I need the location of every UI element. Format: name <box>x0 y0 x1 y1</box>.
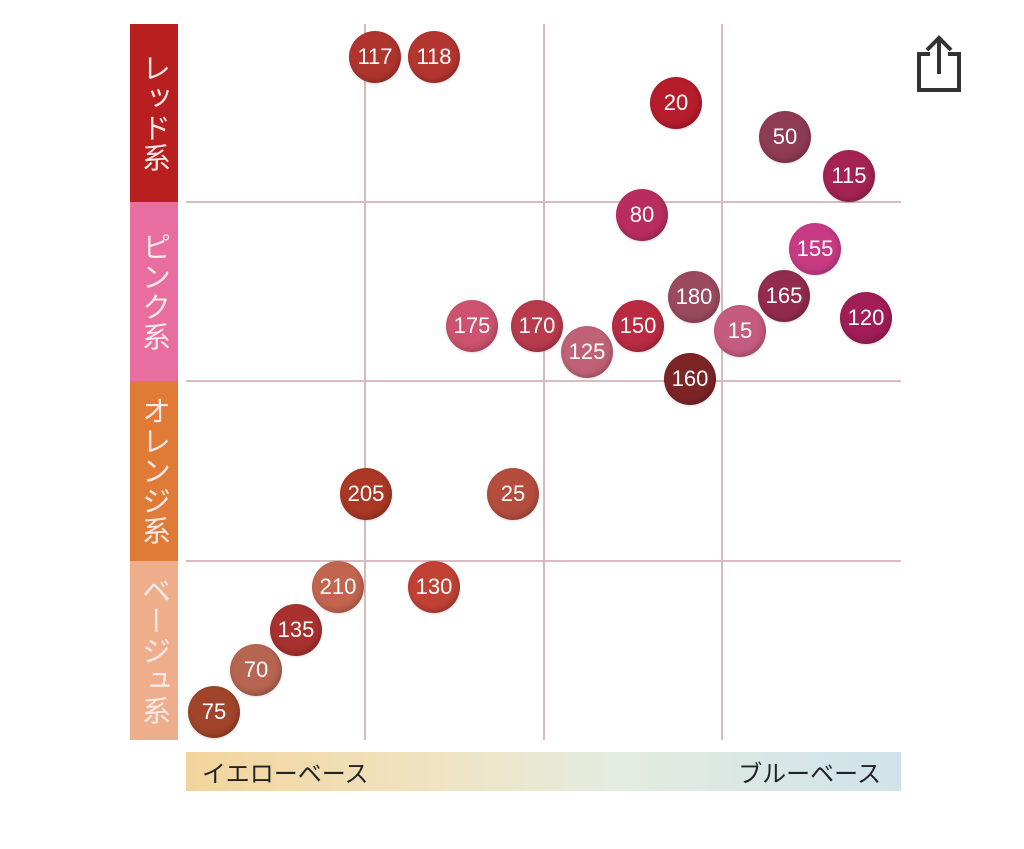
shade-point: 120 <box>840 292 892 344</box>
shade-point: 75 <box>188 686 240 738</box>
shade-point: 170 <box>511 300 563 352</box>
shade-point: 160 <box>664 353 716 405</box>
shade-point: 155 <box>789 223 841 275</box>
shade-point: 70 <box>230 644 282 696</box>
shade-point: 125 <box>561 326 613 378</box>
category-band-label: オレンジ系 <box>137 396 172 546</box>
category-band-label: ベージュ系 <box>137 575 172 726</box>
shade-point: 130 <box>408 561 460 613</box>
shade-point: 118 <box>408 31 460 83</box>
grid-line-vertical <box>543 24 545 740</box>
shade-point: 180 <box>668 271 720 323</box>
category-band-label: レッド系 <box>137 53 172 173</box>
shade-point: 135 <box>270 604 322 656</box>
category-band-label: ピンク系 <box>137 231 172 352</box>
shade-point: 175 <box>446 300 498 352</box>
grid-line-vertical <box>721 24 723 740</box>
category-band: ピンク系 <box>130 202 178 381</box>
shade-point: 80 <box>616 189 668 241</box>
shade-point: 20 <box>650 77 702 129</box>
shade-point: 115 <box>823 150 875 202</box>
grid-line-vertical <box>364 24 366 740</box>
shade-point: 165 <box>758 270 810 322</box>
shade-point: 15 <box>714 305 766 357</box>
shade-point: 210 <box>312 561 364 613</box>
shade-point: 50 <box>759 111 811 163</box>
shade-point: 25 <box>487 468 539 520</box>
shade-point: 117 <box>349 31 401 83</box>
category-band: オレンジ系 <box>130 381 178 561</box>
category-band: レッド系 <box>130 24 178 202</box>
category-band: ベージュ系 <box>130 561 178 740</box>
shade-point: 205 <box>340 468 392 520</box>
share-icon[interactable] <box>917 32 961 92</box>
x-axis-label-blue-base: ブルーベース <box>738 760 881 788</box>
x-axis-gradient-bar: イエローベース ブルーベース <box>186 752 901 791</box>
shade-point: 150 <box>612 300 664 352</box>
x-axis-label-yellow-base: イエローベース <box>202 760 369 788</box>
